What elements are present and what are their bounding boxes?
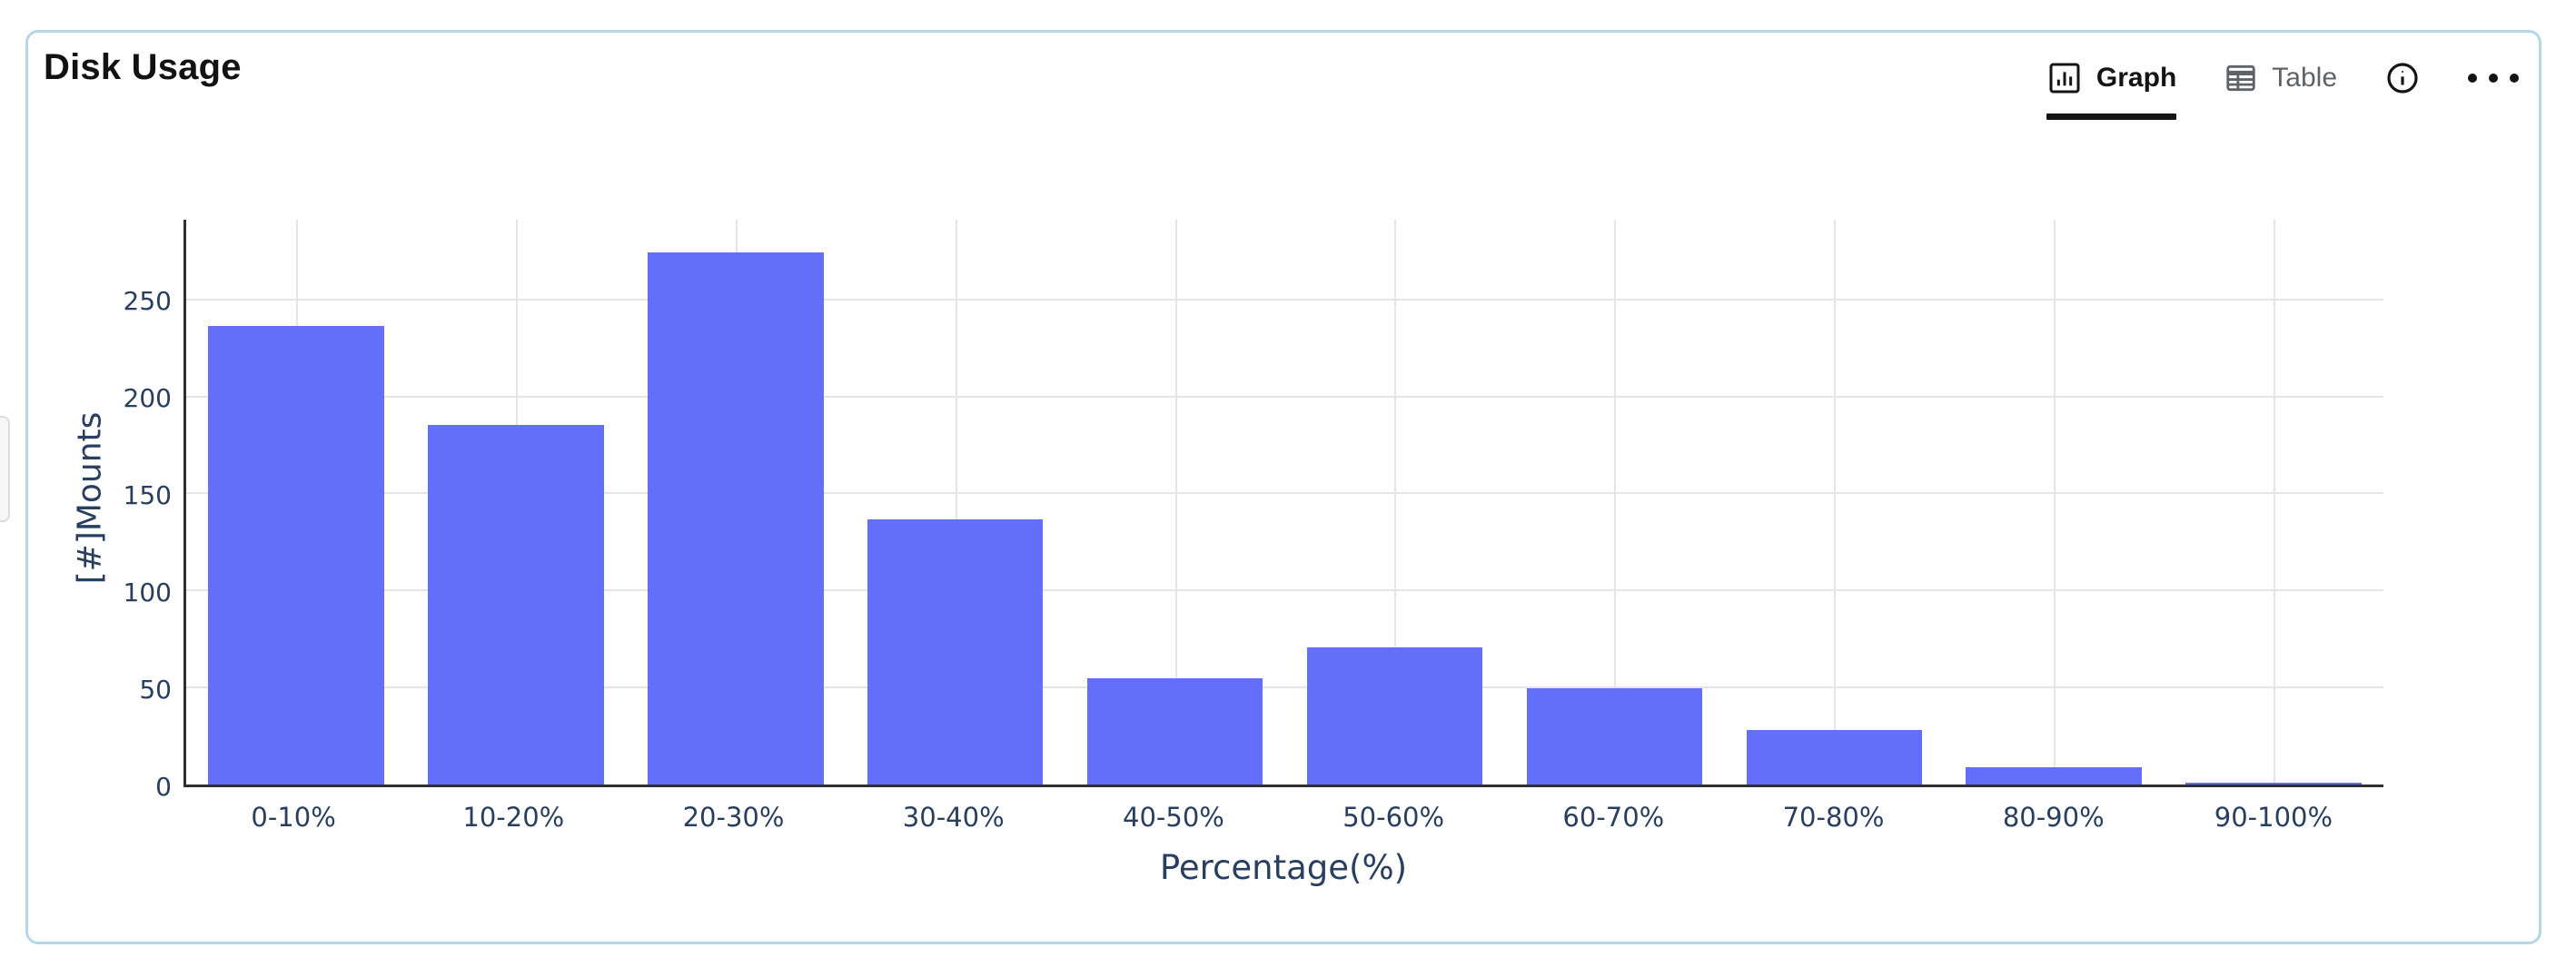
- bar-slot: [1065, 220, 1285, 785]
- panel-controls: Graph Table: [2046, 60, 2519, 120]
- bar-slot: [406, 220, 626, 785]
- bar-50-60%: [1306, 646, 1483, 785]
- v-gridline: [2054, 220, 2056, 785]
- y-tick-label: 200: [123, 382, 172, 413]
- x-tick-label: 90-100%: [2214, 802, 2333, 833]
- y-tick-label: 250: [123, 285, 172, 316]
- tab-table[interactable]: Table: [2224, 61, 2337, 95]
- x-tick-label: 10-20%: [462, 802, 565, 833]
- table-grid-icon: [2224, 61, 2258, 95]
- v-gridline: [1174, 220, 1177, 785]
- side-drawer-handle[interactable]: [0, 416, 10, 522]
- v-gridline: [955, 220, 957, 785]
- bar-10-20%: [428, 424, 604, 785]
- y-tick-label: 100: [123, 577, 172, 607]
- x-tick-labels: 0-10% 10-20% 20-30% 30-40% 40-50% 50-60% 60-70…: [183, 802, 2383, 833]
- bar-80-90%: [1966, 766, 2142, 785]
- x-tick-label: 40-50%: [1123, 802, 1224, 833]
- bar-slot: [186, 220, 406, 785]
- v-gridline: [1394, 220, 1397, 785]
- bar-20-30%: [648, 252, 824, 785]
- bar-slot: [626, 220, 846, 785]
- x-axis-title: Percentage(%): [1159, 848, 1408, 887]
- panel-header: Disk Usage Graph: [28, 33, 2539, 151]
- menu-button[interactable]: [2468, 74, 2519, 83]
- h-gridline: [186, 492, 2383, 495]
- bar-slot: [1724, 220, 1944, 785]
- h-gridline: [186, 589, 2383, 591]
- v-gridline: [1614, 220, 1617, 785]
- x-tick-label: 0-10%: [251, 802, 336, 833]
- bars-layer: [186, 220, 2383, 785]
- bar-slot: [1944, 220, 2164, 785]
- y-tick-labels: 0 50 100 150 200 250: [28, 220, 172, 799]
- tab-graph[interactable]: Graph: [2046, 60, 2177, 120]
- h-gridline: [186, 395, 2383, 398]
- bar-90-100%: [2185, 782, 2362, 785]
- x-tick-label: 60-70%: [1562, 802, 1665, 833]
- bar-70-80%: [1746, 730, 1923, 785]
- bar-slot: [2164, 220, 2383, 785]
- ellipsis-icon: [2468, 74, 2519, 83]
- info-circle-icon: [2384, 60, 2421, 96]
- tab-graph-label: Graph: [2095, 63, 2177, 93]
- x-tick-label: 80-90%: [2002, 802, 2105, 833]
- v-gridline: [1834, 220, 1837, 785]
- x-tick-label: 50-60%: [1342, 802, 1445, 833]
- x-tick-label: 30-40%: [902, 802, 1005, 833]
- bar-slot: [1285, 220, 1505, 785]
- bar-slot: [846, 220, 1065, 785]
- y-tick-label: 0: [155, 772, 172, 802]
- y-tick-label: 150: [123, 479, 172, 510]
- x-tick-label: 20-30%: [682, 802, 785, 833]
- bar-slot: [1504, 220, 1724, 785]
- disk-usage-panel: Disk Usage Graph: [25, 30, 2541, 944]
- y-tick-label: 50: [139, 674, 172, 705]
- bar-60-70%: [1526, 687, 1703, 785]
- tab-table-label: Table: [2272, 63, 2337, 93]
- bar-40-50%: [1086, 677, 1263, 785]
- bar-chart-icon: [2046, 60, 2083, 96]
- h-gridline: [186, 686, 2383, 688]
- v-gridline: [2274, 220, 2276, 785]
- x-tick-label: 70-80%: [1782, 802, 1885, 833]
- panel-title: Disk Usage: [44, 47, 242, 87]
- bar-0-10%: [208, 326, 384, 785]
- bar-30-40%: [867, 519, 1044, 785]
- plot-area: [183, 220, 2383, 787]
- h-gridline: [186, 299, 2383, 301]
- info-button[interactable]: [2384, 60, 2421, 96]
